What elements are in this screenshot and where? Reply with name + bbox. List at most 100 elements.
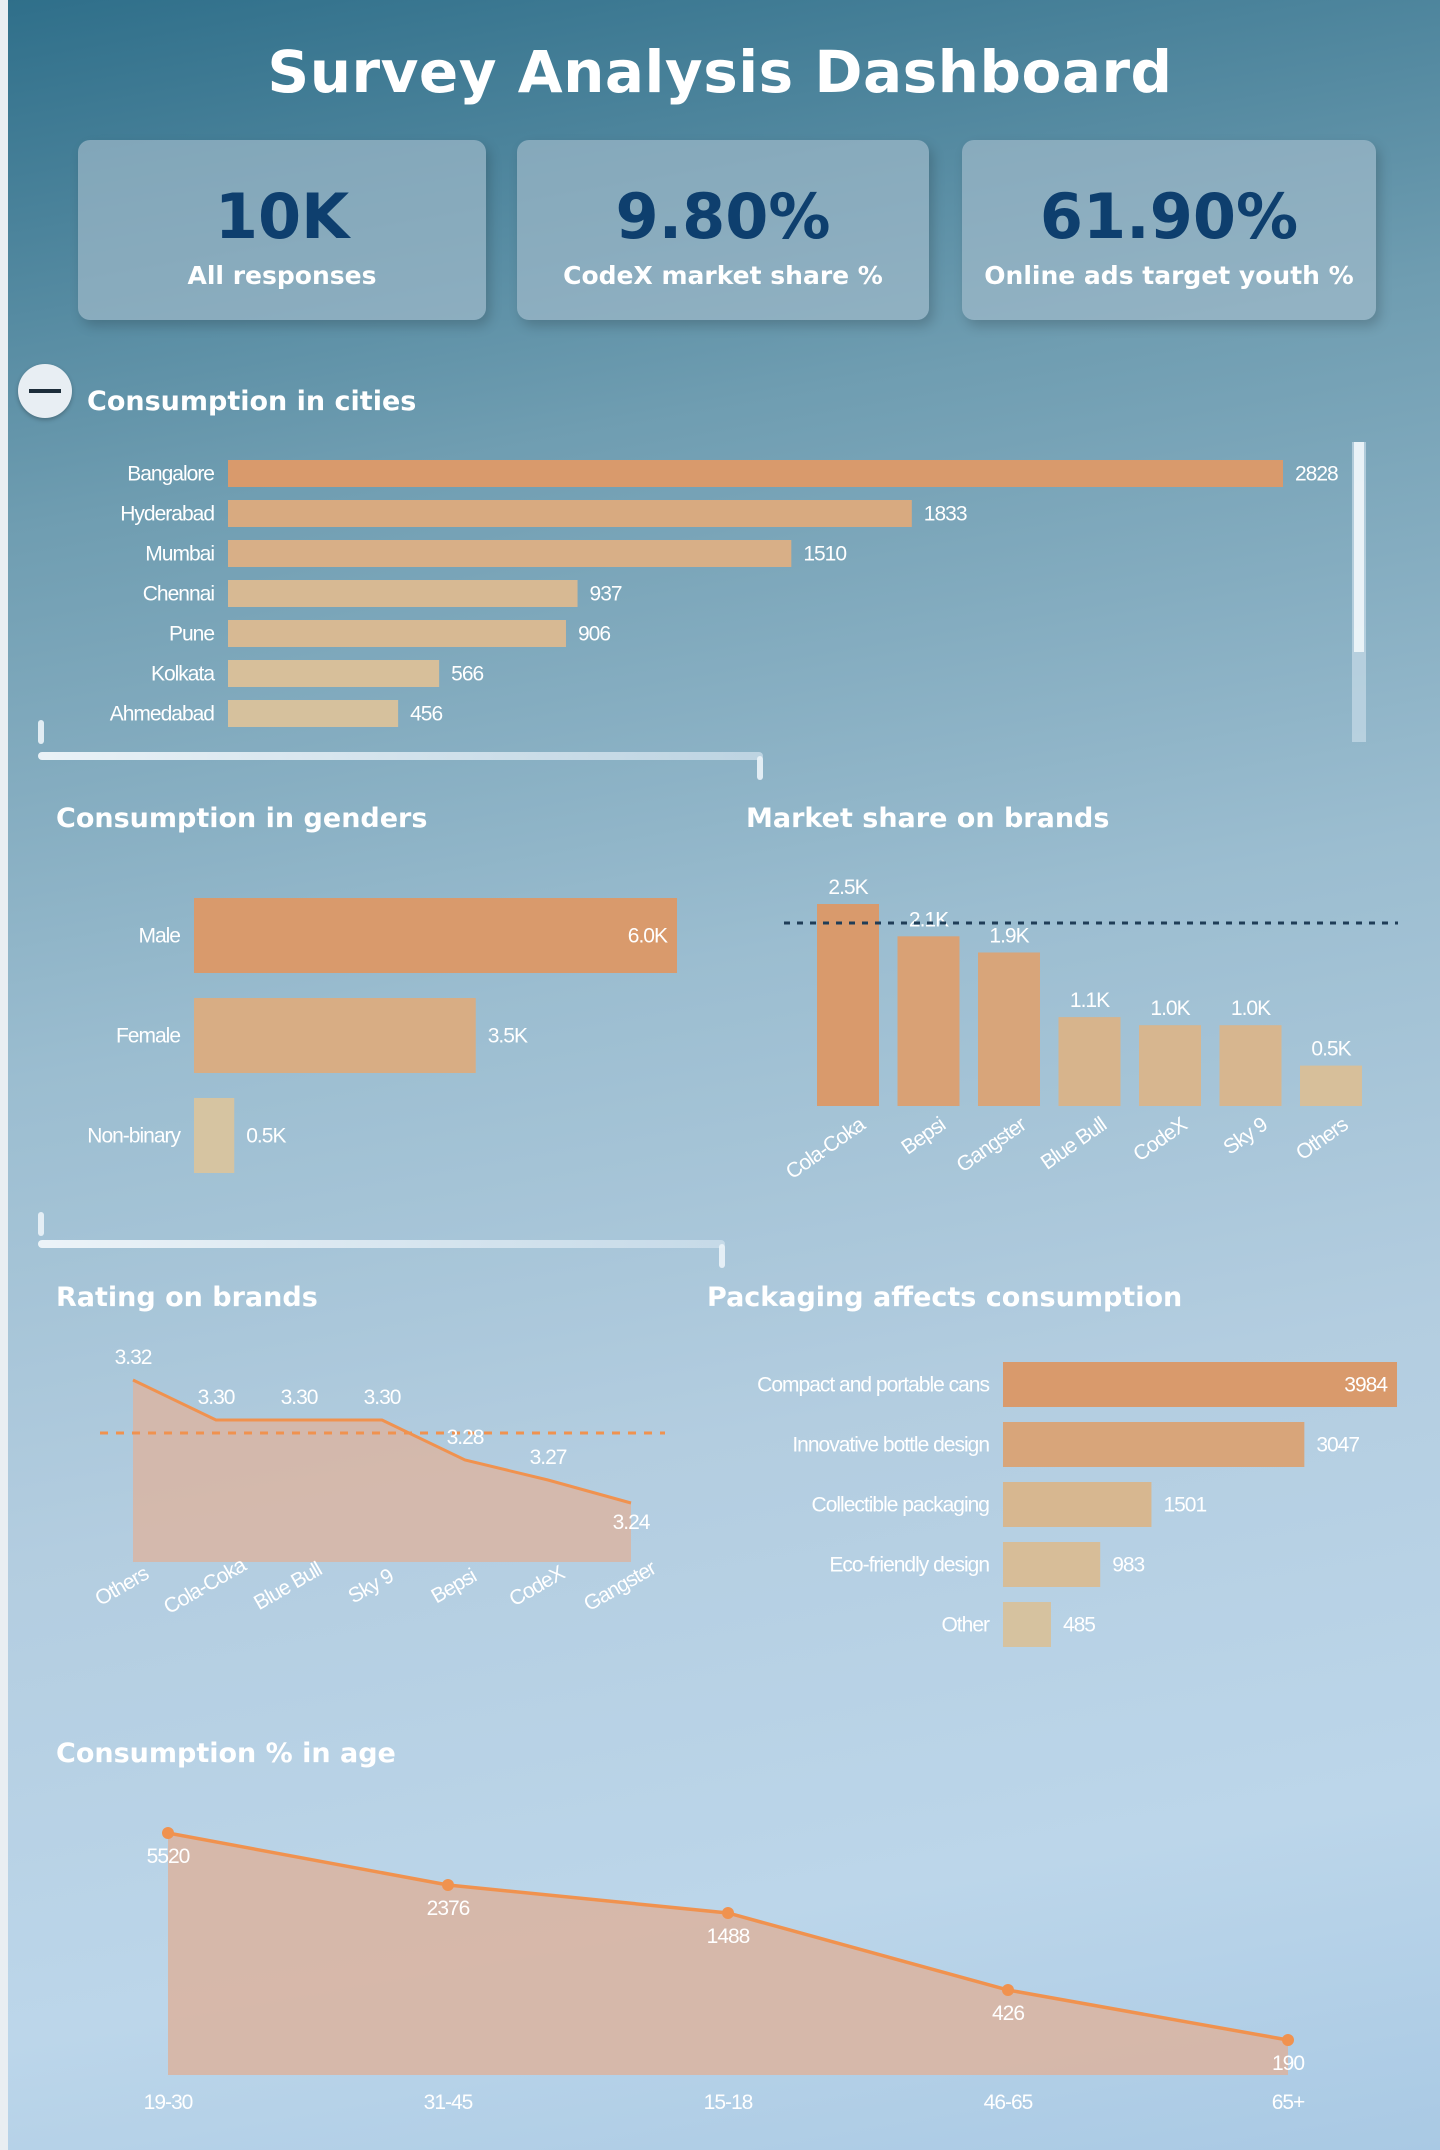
brands-share-category-label: Gangster bbox=[952, 1113, 1030, 1177]
packaging-category-label: Innovative bottle design bbox=[792, 1434, 989, 1457]
brands-share-data-label: 1.0K bbox=[1231, 997, 1271, 1020]
section-title-age: Consumption % in age bbox=[56, 1738, 396, 1769]
brands-share-category-label: Sky 9 bbox=[1219, 1113, 1271, 1159]
cities-scrollbar[interactable] bbox=[1352, 442, 1366, 742]
genders-category-label: Female bbox=[116, 1025, 180, 1048]
age-point bbox=[1282, 2034, 1294, 2046]
age-data-label: 1488 bbox=[707, 1925, 750, 1948]
section-title-genders: Consumption in genders bbox=[56, 803, 428, 834]
divider-tick bbox=[719, 1244, 725, 1268]
section-title-cities: Consumption in cities bbox=[87, 386, 417, 417]
age-area bbox=[168, 1833, 1288, 2075]
kpi-label: CodeX market share % bbox=[563, 261, 883, 290]
age-point bbox=[1002, 1984, 1014, 1996]
cities-data-label: 456 bbox=[410, 703, 442, 726]
packaging-data-label: 983 bbox=[1112, 1554, 1144, 1577]
brands-share-data-label: 2.5K bbox=[828, 876, 868, 899]
kpi-card-market-share: 9.80% CodeX market share % bbox=[517, 140, 929, 320]
brands-share-bar bbox=[1139, 1025, 1201, 1106]
collapse-icon[interactable] bbox=[18, 364, 72, 418]
genders-bar bbox=[194, 1098, 235, 1173]
packaging-data-label: 485 bbox=[1063, 1614, 1095, 1637]
brands-share-data-label: 1.9K bbox=[989, 924, 1029, 947]
kpi-label: All responses bbox=[187, 261, 377, 290]
packaging-category-label: Eco-friendly design bbox=[829, 1554, 989, 1577]
cities-category-label: Kolkata bbox=[151, 663, 215, 686]
ratings-category-label: Sky 9 bbox=[344, 1564, 397, 1608]
scrollbar-thumb[interactable] bbox=[1354, 442, 1364, 652]
kpi-value: 10K bbox=[214, 180, 350, 253]
kpi-card-responses: 10K All responses bbox=[78, 140, 486, 320]
brands-share-bar bbox=[1219, 1025, 1282, 1106]
brands-share-bar bbox=[817, 904, 879, 1106]
ratings-line bbox=[132, 1378, 632, 1505]
ratings-category-label: CodeX bbox=[505, 1561, 569, 1611]
brands-share-category-label: Blue Bull bbox=[1037, 1113, 1111, 1174]
genders-bar bbox=[194, 898, 677, 973]
divider-tick bbox=[38, 1212, 44, 1236]
ratings-data-label: 3.30 bbox=[198, 1386, 235, 1409]
ratings-data-label: 3.28 bbox=[447, 1426, 484, 1449]
dashboard-title: Survey Analysis Dashboard bbox=[267, 38, 1173, 106]
cities-data-label: 937 bbox=[590, 583, 622, 606]
kpi-value: 61.90% bbox=[1039, 180, 1299, 253]
ratings-data-label: 3.24 bbox=[613, 1511, 651, 1534]
age-data-label: 190 bbox=[1272, 2052, 1304, 2075]
ratings-area bbox=[133, 1380, 631, 1562]
genders-data-label: 0.5K bbox=[246, 1125, 286, 1148]
packaging-bar bbox=[1003, 1362, 1397, 1407]
brands-share-bar bbox=[1300, 1065, 1362, 1106]
kpi-label: Online ads target youth % bbox=[984, 261, 1354, 290]
brands-share-bar bbox=[1058, 1017, 1121, 1106]
packaging-category-label: Other bbox=[941, 1614, 990, 1637]
ratings-data-label: 3.32 bbox=[115, 1346, 152, 1369]
ratings-data-label: 3.30 bbox=[364, 1386, 401, 1409]
brands-share-category-label: CodeX bbox=[1129, 1113, 1192, 1166]
cities-bar bbox=[228, 500, 912, 527]
genders-data-label: 3.5K bbox=[488, 1025, 528, 1048]
age-point bbox=[442, 1879, 454, 1891]
genders-data-label: 6.0K bbox=[628, 925, 668, 948]
cities-data-label: 2828 bbox=[1295, 463, 1338, 486]
ratings-category-label: Blue Bull bbox=[250, 1558, 326, 1615]
brands-share-data-label: 1.0K bbox=[1150, 997, 1190, 1020]
packaging-bar bbox=[1003, 1482, 1152, 1527]
packaging-bar bbox=[1003, 1542, 1101, 1587]
cities-bar bbox=[228, 620, 566, 647]
age-category-label: 15-18 bbox=[704, 2091, 753, 2114]
cities-category-label: Bangalore bbox=[127, 463, 214, 486]
age-category-label: 19-30 bbox=[144, 2091, 193, 2114]
age-point bbox=[162, 1827, 174, 1839]
age-point bbox=[722, 1907, 734, 1919]
ratings-category-label: Cola-Coka bbox=[160, 1553, 251, 1619]
divider-tick bbox=[38, 720, 44, 744]
cities-category-label: Pune bbox=[169, 623, 214, 646]
divider bbox=[38, 1240, 725, 1248]
cities-category-label: Ahmedabad bbox=[110, 703, 215, 726]
section-title-packaging: Packaging affects consumption bbox=[707, 1282, 1183, 1313]
genders-bar bbox=[194, 998, 476, 1073]
packaging-data-label: 3047 bbox=[1316, 1434, 1359, 1457]
brands-share-category-label: Bepsi bbox=[897, 1113, 949, 1159]
cities-bar bbox=[228, 700, 399, 727]
cities-data-label: 1510 bbox=[803, 543, 846, 566]
cities-bar bbox=[228, 660, 440, 687]
ratings-category-label: Bepsi bbox=[427, 1564, 480, 1608]
ratings-category-label: Gangster bbox=[580, 1556, 660, 1616]
section-title-ratings: Rating on brands bbox=[56, 1282, 318, 1313]
kpi-card-online-ads: 61.90% Online ads target youth % bbox=[962, 140, 1376, 320]
packaging-category-label: Collectible packaging bbox=[812, 1494, 990, 1517]
cities-data-label: 906 bbox=[578, 623, 610, 646]
packaging-data-label: 3984 bbox=[1344, 1374, 1388, 1397]
cities-bar bbox=[228, 580, 578, 607]
cities-category-label: Mumbai bbox=[145, 543, 214, 566]
cities-category-label: Hyderabad bbox=[120, 503, 214, 526]
age-data-label: 426 bbox=[992, 2002, 1024, 2025]
brands-share-data-label: 1.1K bbox=[1070, 989, 1110, 1012]
cities-bar bbox=[228, 460, 1283, 487]
age-category-label: 65+ bbox=[1272, 2091, 1305, 2114]
packaging-data-label: 1501 bbox=[1163, 1494, 1206, 1517]
brands-share-bar bbox=[978, 952, 1040, 1106]
cities-data-label: 1833 bbox=[924, 503, 967, 526]
